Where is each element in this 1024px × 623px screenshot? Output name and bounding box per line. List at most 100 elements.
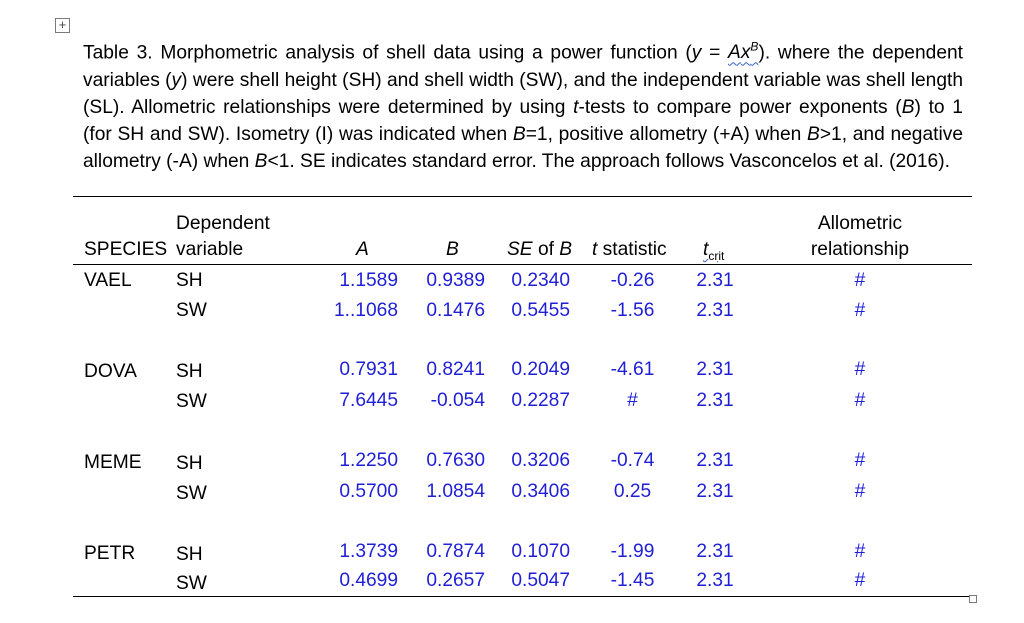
caption-text-3: ) were shell height (SH) and shell width… — [83, 69, 963, 118]
row-7-t-stat: -1.45 — [610, 570, 655, 591]
row-0-t-stat: -0.26 — [610, 270, 655, 291]
caption-equation: AxB — [728, 40, 759, 64]
row-6-t-stat: -1.99 — [610, 541, 655, 562]
row-5-A: 0.5700 — [339, 481, 398, 502]
row-3-t-crit: 2.31 — [696, 390, 734, 411]
caption-eq: = — [701, 42, 729, 64]
header-se-b: B — [559, 239, 573, 260]
caption-var-y2: y — [171, 69, 182, 91]
row-6-species: PETR — [84, 543, 136, 564]
row-5-t-stat: 0.25 — [613, 481, 652, 502]
caption-text-8: <1. SE indicates standard error. The app… — [267, 151, 950, 173]
row-4-allometry: # — [854, 450, 866, 471]
row-7-se: 0.5047 — [511, 570, 570, 591]
row-3-variable: SW — [176, 391, 207, 412]
row-5-B: 1.0854 — [426, 481, 485, 502]
row-6-allometry: # — [854, 541, 866, 562]
row-2-A: 0.7931 — [339, 359, 398, 380]
row-2-t-crit: 2.31 — [696, 359, 734, 380]
header-B-label: B — [446, 239, 459, 260]
caption-var-B3: B — [512, 124, 526, 145]
row-6-A: 1.3739 — [339, 541, 398, 562]
table-top-rule — [73, 196, 972, 198]
row-0-allometry: # — [854, 270, 866, 291]
row-1-B: 0.1476 — [426, 300, 485, 321]
row-1-A: 1..1068 — [333, 300, 398, 321]
caption-var-B4: B — [807, 124, 820, 145]
row-4-species: MEME — [84, 452, 142, 473]
caption-text-6: =1, positive allometry (+A) when — [525, 124, 807, 145]
row-0-se: 0.2340 — [511, 270, 570, 291]
row-7-t-crit: 2.31 — [696, 570, 734, 591]
row-7-variable: SW — [176, 573, 207, 594]
row-7-allometry: # — [854, 570, 866, 591]
row-4-B: 0.7630 — [426, 450, 485, 471]
row-0-B: 0.9389 — [426, 270, 485, 291]
row-1-variable: SW — [176, 300, 207, 321]
caption-var-B: B — [750, 40, 759, 54]
row-0-species: VAEL — [84, 270, 132, 291]
table-bottom-rule — [73, 596, 972, 598]
row-2-t-stat: -4.61 — [610, 359, 655, 380]
caption-text-7: >1, and negative allometry (-A) when — [83, 124, 963, 173]
row-6-variable: SH — [176, 544, 203, 565]
header-relationship: relationship — [810, 239, 910, 260]
row-5-t-crit: 2.31 — [696, 481, 734, 502]
row-2-variable: SH — [176, 361, 203, 382]
row-3-t-stat: # — [627, 390, 638, 411]
row-4-t-crit: 2.31 — [696, 450, 734, 471]
caption-text-4: -tests to compare power exponents ( — [578, 96, 902, 118]
row-6-B: 0.7874 — [426, 541, 485, 562]
caption-text-2: ). where the dependent variables ( — [83, 42, 963, 91]
row-1-t-stat: -1.56 — [610, 300, 655, 321]
header-allometric: Allometric — [817, 213, 903, 234]
row-3-B: -0.054 — [430, 390, 485, 411]
header-tcrit-sub: crit — [708, 248, 725, 263]
row-3-A: 7.6445 — [339, 390, 398, 411]
row-2-B: 0.8241 — [426, 359, 485, 380]
row-3-se: 0.2287 — [511, 390, 570, 411]
header-t-crit: tcrit — [703, 238, 724, 268]
caption-var-A: A — [728, 42, 741, 64]
row-6-se: 0.1070 — [511, 541, 570, 562]
row-4-variable: SH — [176, 453, 203, 474]
caption-var-y: y — [691, 42, 702, 64]
row-2-species: DOVA — [84, 361, 137, 382]
row-1-allometry: # — [854, 300, 866, 321]
header-se-of: of — [532, 239, 560, 260]
caption-var-B5: B — [254, 151, 268, 173]
caption-var-x: x — [740, 42, 751, 64]
row-7-A: 0.4699 — [339, 570, 398, 591]
header-A-label: A — [356, 239, 369, 260]
row-4-t-stat: -0.74 — [610, 450, 655, 471]
header-statistic-label: statistic — [597, 239, 667, 260]
table-header-rule — [73, 264, 972, 265]
header-t-label: t — [592, 239, 598, 260]
caption-var-t: t — [573, 96, 579, 118]
row-4-se: 0.3206 — [511, 450, 570, 471]
row-2-se: 0.2049 — [511, 359, 570, 380]
header-se-of-b: SE of B — [507, 238, 572, 262]
header-se-label: SE — [507, 239, 533, 260]
header-variable: variable — [176, 239, 244, 260]
table-caption: Table 3. Morphometric analysis of shell … — [83, 34, 963, 175]
row-5-se: 0.3406 — [511, 481, 570, 502]
row-6-t-crit: 2.31 — [696, 541, 734, 562]
row-0-variable: SH — [176, 270, 203, 291]
header-B: B — [446, 238, 459, 262]
table-resize-handle-icon[interactable] — [969, 595, 977, 603]
row-7-B: 0.2657 — [426, 570, 485, 591]
row-2-allometry: # — [854, 359, 866, 380]
table-move-handle-icon[interactable]: + — [55, 18, 70, 33]
row-4-A: 1.2250 — [339, 450, 398, 471]
row-3-allometry: # — [854, 390, 866, 411]
row-1-se: 0.5455 — [511, 300, 570, 321]
header-A: A — [356, 238, 369, 262]
row-0-t-crit: 2.31 — [696, 270, 734, 291]
row-5-allometry: # — [854, 481, 866, 502]
caption-text-5: ) to 1 (for SH and SW). Isometry (I) was… — [83, 96, 963, 145]
header-tcrit-t: t — [703, 239, 709, 260]
header-dependent: Dependent — [176, 213, 270, 234]
header-t-statistic: t statistic — [592, 238, 667, 262]
row-1-t-crit: 2.31 — [696, 300, 734, 321]
